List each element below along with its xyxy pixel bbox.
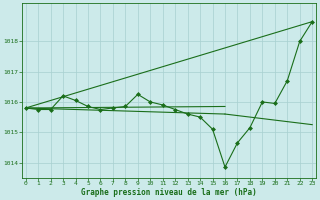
- X-axis label: Graphe pression niveau de la mer (hPa): Graphe pression niveau de la mer (hPa): [81, 188, 257, 197]
